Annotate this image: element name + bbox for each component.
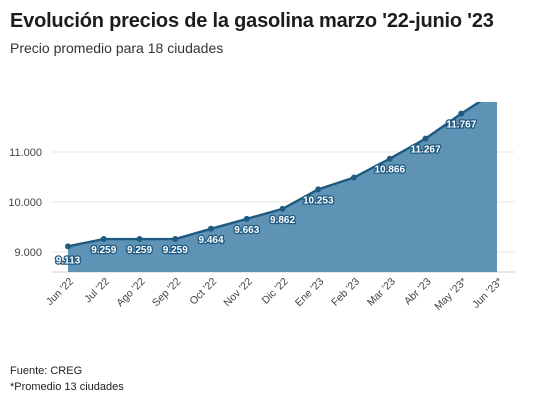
chart-subtitle: Precio promedio para 18 ciudades [10,40,224,56]
x-tick-label: Abr '23 [402,276,434,308]
x-tick-label: Jun '22 [44,276,76,308]
x-tick-label: Oct '22 [187,276,219,308]
data-point [243,215,250,222]
data-point [136,236,143,243]
data-point [315,186,322,193]
y-tick-label: 10.000 [8,197,42,209]
chart-footer: Fuente: CREG *Promedio 13 ciudades [10,363,124,395]
x-tick-label: Jul '22 [82,276,112,306]
footnote: *Promedio 13 ciudades [10,381,124,393]
x-tick-label: Feb '23 [329,276,362,309]
x-tick-label: Nov '22 [221,276,255,310]
data-label: 9.862 [270,215,295,226]
data-points [65,110,465,250]
x-tick-label: May '23* [432,276,469,313]
x-tick-label: Ene '23 [293,276,327,310]
data-label: 9.113 [56,255,81,266]
data-point [208,225,214,232]
data-point [386,155,393,162]
y-axis-ticks: 9.000 10.000 11.000 [8,147,42,259]
data-label: 11.267 [410,145,440,156]
x-tick-label: Dic '22 [260,276,291,307]
x-tick-label: Ago '22 [114,276,148,310]
y-tick-label: 11.000 [9,147,42,159]
data-label: 9.663 [234,225,259,236]
chart-title: Evolución precios de la gasolina marzo '… [10,10,494,32]
data-point [279,205,286,212]
data-point [100,236,107,243]
data-point [65,243,71,250]
data-point [458,110,465,117]
data-point [172,236,179,243]
data-label: 9.464 [198,235,223,246]
data-label: 9.259 [127,245,152,256]
x-tick-label: Sep '22 [150,276,184,310]
data-label: 9.259 [163,245,188,256]
data-label: 11.767 [446,120,476,131]
x-tick-label: Jun '23* [470,276,505,311]
area-fill [68,102,497,272]
source-note: Fuente: CREG [10,365,83,377]
data-labels: 9.113 9.259 9.259 9.259 9.464 9.663 9.862 10.25… [54,118,478,267]
y-tick-label: 9.000 [14,247,42,259]
x-tick-label: Mar '23 [365,276,398,309]
data-point [422,135,429,142]
data-point [351,174,357,181]
data-label: 9.259 [91,245,116,256]
data-label: 10.253 [303,195,334,206]
data-label: 10.866 [374,165,405,176]
x-axis-ticks: Jun '22 Jul '22 Ago '22 Sep '22 Oct '22 Nov '… [44,276,505,313]
